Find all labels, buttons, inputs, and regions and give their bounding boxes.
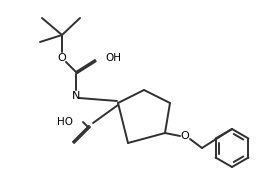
Text: O: O [181, 131, 189, 141]
Text: OH: OH [105, 53, 121, 63]
Text: HO: HO [57, 117, 73, 127]
Text: O: O [58, 53, 66, 63]
Text: N: N [72, 91, 80, 101]
